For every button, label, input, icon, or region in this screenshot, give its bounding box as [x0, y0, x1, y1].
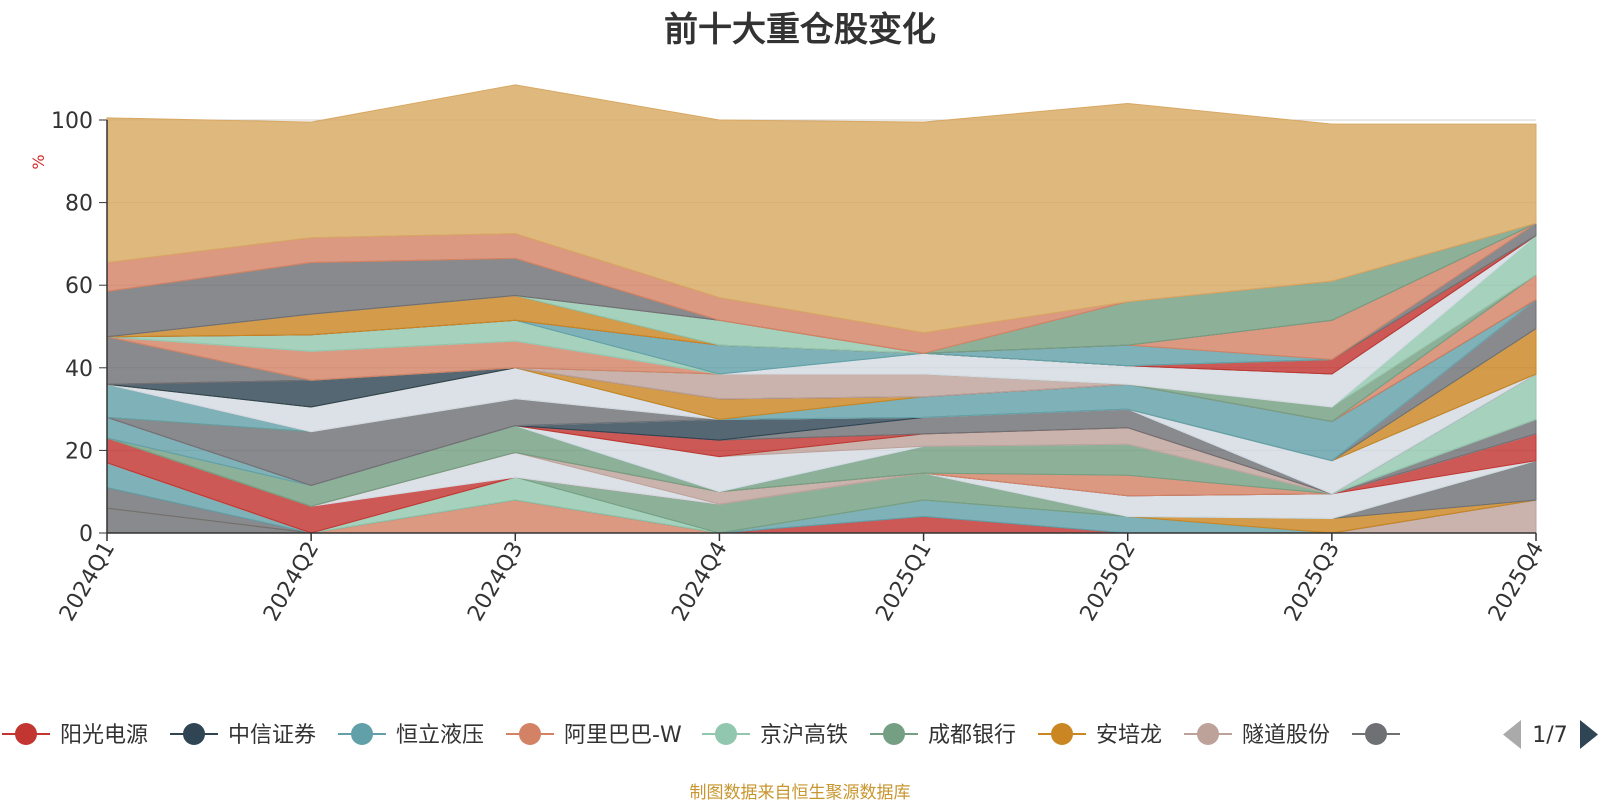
x-tick-label: 2025Q3: [1280, 538, 1345, 626]
x-tick-label: 2025Q1: [871, 538, 936, 626]
y-tick-label: 0: [79, 522, 93, 547]
legend-item[interactable]: 安培龙: [1038, 723, 1162, 748]
legend-item[interactable]: 京沪高铁: [702, 723, 848, 748]
legend-marker: [15, 723, 37, 745]
legend-marker: [1051, 723, 1073, 745]
area-layer: [106, 84, 1537, 534]
x-tick-label: 2025Q4: [1484, 538, 1549, 626]
legend-item[interactable]: 阿里巴巴-W: [506, 723, 682, 748]
y-tick-label: 80: [65, 192, 93, 217]
x-tick-label: 2025Q2: [1076, 538, 1141, 626]
y-tick-label: 40: [65, 357, 93, 382]
legend-label: 安培龙: [1096, 723, 1162, 748]
data-source-note: 制图数据来自恒生聚源数据库: [689, 783, 911, 803]
legend-next-arrow-icon[interactable]: [1580, 720, 1598, 749]
legend-marker: [351, 723, 373, 745]
x-tick-label: 2024Q1: [55, 538, 120, 626]
y-axis-label: %: [29, 154, 48, 169]
legend-item[interactable]: 成都银行: [870, 723, 1016, 748]
y-tick-label: 20: [65, 439, 93, 464]
legend-label: 中信证券: [228, 723, 316, 748]
legend-item[interactable]: 恒立液压: [338, 723, 484, 748]
legend-marker: [183, 723, 205, 745]
area-series-54: [106, 84, 1537, 334]
x-tick-label: 2024Q4: [667, 538, 732, 626]
legend-page-indicator: 1/7: [1532, 723, 1567, 748]
legend-label: 阿里巴巴-W: [564, 723, 682, 748]
legend-item[interactable]: 隧道股份: [1184, 723, 1330, 748]
legend-label: 隧道股份: [1242, 723, 1330, 748]
chart-title: 前十大重仓股变化: [664, 10, 936, 50]
legend-marker: [519, 723, 541, 745]
legend: 阳光电源 中信证券 恒立液压 阿里巴巴-W 京沪高铁 成都银行 安培龙 隧道股份 1/7: [2, 720, 1598, 749]
legend-item[interactable]: [1352, 723, 1400, 745]
legend-label: 阳光电源: [60, 723, 148, 748]
legend-label: 恒立液压: [396, 723, 484, 748]
x-tick-label: 2024Q2: [259, 538, 324, 626]
y-tick-label: 100: [51, 109, 93, 134]
y-tick-label: 60: [65, 274, 93, 299]
legend-marker: [715, 723, 737, 745]
x-tick-label: 2024Q3: [463, 538, 528, 626]
legend-label: 京沪高铁: [760, 723, 848, 748]
legend-marker: [1197, 723, 1219, 745]
legend-marker: [1365, 723, 1387, 745]
legend-marker: [883, 723, 905, 745]
legend-item[interactable]: 阳光电源: [2, 723, 148, 748]
legend-prev-arrow-icon[interactable]: [1503, 720, 1521, 749]
legend-label: 成都银行: [928, 723, 1016, 748]
legend-item[interactable]: 中信证券: [170, 723, 316, 748]
